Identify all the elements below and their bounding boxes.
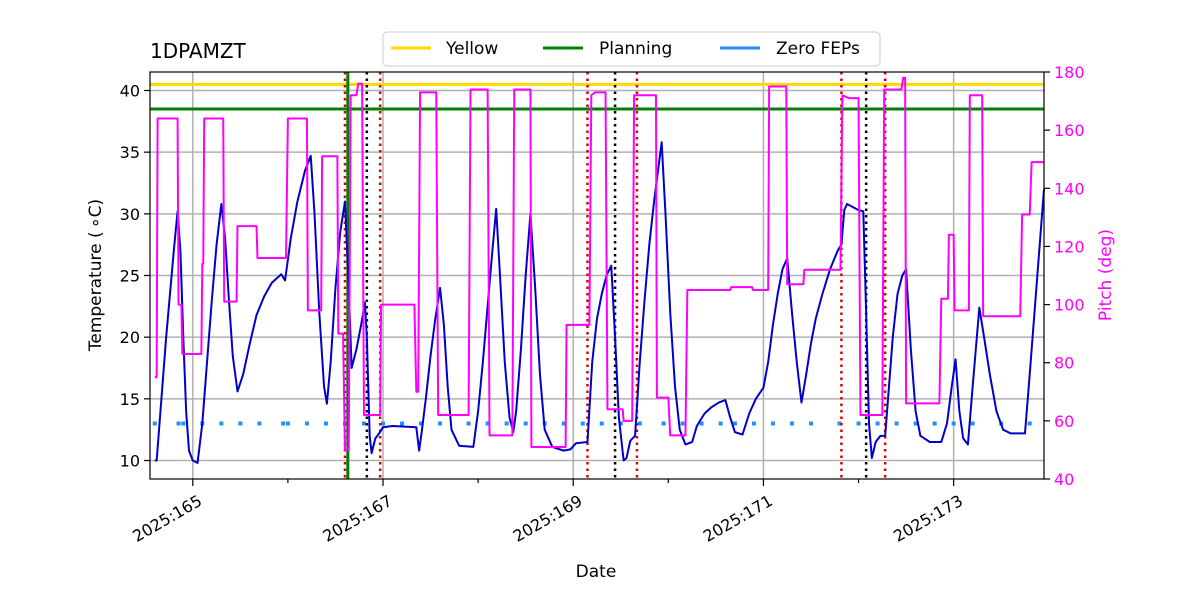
zero-feps-dot-20 — [523, 421, 528, 426]
legend-label-zero-feps: Zero FEPs — [776, 39, 860, 59]
zero-feps-dot-33 — [770, 421, 775, 426]
left-y-tick-label-10: 10 — [120, 452, 140, 471]
left-axis-title: Temperature ( ∘C) — [86, 199, 106, 352]
legend-label-planning: Planning — [599, 39, 672, 59]
zero-feps-dot-32 — [751, 421, 756, 426]
zero-feps-dot-27 — [661, 421, 666, 426]
right-y-tick-label-80: 80 — [1054, 354, 1074, 373]
right-y-tick-label-120: 120 — [1054, 237, 1085, 256]
zero-feps-dot-7 — [281, 421, 286, 426]
zero-feps-dot-0 — [152, 421, 157, 426]
zero-feps-dot-18 — [485, 421, 490, 426]
legend-box — [382, 31, 881, 67]
zero-feps-dot-8 — [285, 421, 290, 426]
zero-feps-dot-45 — [1027, 421, 1032, 426]
zero-feps-dot-42 — [951, 421, 956, 426]
zero-feps-dot-5 — [238, 421, 243, 426]
zero-feps-dot-40 — [913, 421, 918, 426]
zero-feps-dot-39 — [894, 421, 899, 426]
grid — [150, 72, 1044, 479]
zero-feps-dot-28 — [680, 421, 685, 426]
pitch-line — [154, 76, 1044, 451]
right-y-tick-label-40: 40 — [1054, 470, 1074, 489]
zero-feps-dot-15 — [419, 421, 424, 426]
zero-feps-dot-38 — [875, 421, 880, 426]
legend: Yellow Planning Zero FEPs — [382, 31, 881, 67]
zero-feps-dot-31 — [732, 421, 737, 426]
left-y-tick-label-25: 25 — [120, 267, 140, 286]
zero-feps-dot-41 — [932, 421, 937, 426]
right-y-tick-label-100: 100 — [1054, 296, 1085, 315]
right-y-tick-label-60: 60 — [1054, 412, 1074, 431]
zero-feps-dot-1 — [176, 421, 181, 426]
zero-feps-dot-9 — [304, 421, 309, 426]
left-y-tick-label-20: 20 — [120, 328, 140, 347]
x-axis-title: Date — [576, 562, 617, 582]
zero-feps-dot-22 — [561, 421, 566, 426]
zero-feps-dot-2 — [181, 421, 186, 426]
right-y-tick-label-140: 140 — [1054, 179, 1085, 198]
limit-lines — [150, 82, 1044, 426]
zero-feps-dot-17 — [466, 421, 471, 426]
zero-feps-dot-26 — [637, 421, 642, 426]
zero-feps-dot-24 — [599, 421, 604, 426]
zero-feps-dot-14 — [400, 421, 405, 426]
left-y-tick-label-15: 15 — [120, 390, 140, 409]
left-y-tick-label-30: 30 — [120, 205, 140, 224]
right-y-tick-label-180: 180 — [1054, 63, 1085, 82]
zero-feps-dot-34 — [789, 421, 794, 426]
chart-title: 1DPAMZT — [150, 39, 247, 63]
zero-feps-dot-13 — [381, 421, 386, 426]
series — [154, 76, 1045, 464]
zero-feps-dot-37 — [856, 421, 861, 426]
right-y-tick-label-160: 160 — [1054, 121, 1085, 140]
zero-feps-dot-23 — [580, 421, 585, 426]
zero-feps-dot-43 — [970, 421, 975, 426]
right-axis-title: Pitch (deg) — [1096, 229, 1116, 321]
zero-feps-dot-4 — [219, 421, 224, 426]
zero-feps-dot-19 — [504, 421, 509, 426]
zero-feps-dot-29 — [699, 421, 704, 426]
zero-feps-dot-36 — [837, 421, 842, 426]
temperature-line — [154, 141, 1045, 464]
left-y-tick-label-40: 40 — [120, 82, 140, 101]
zero-feps-dot-10 — [323, 421, 328, 426]
zero-feps-dot-30 — [718, 421, 723, 426]
zero-feps-dot-6 — [257, 421, 262, 426]
zero-feps-dot-25 — [618, 421, 623, 426]
left-y-tick-label-35: 35 — [120, 143, 140, 162]
zero-feps-dot-35 — [808, 421, 813, 426]
zero-feps-dot-16 — [438, 421, 443, 426]
zero-feps-dot-12 — [361, 421, 366, 426]
legend-label-yellow: Yellow — [445, 39, 498, 59]
